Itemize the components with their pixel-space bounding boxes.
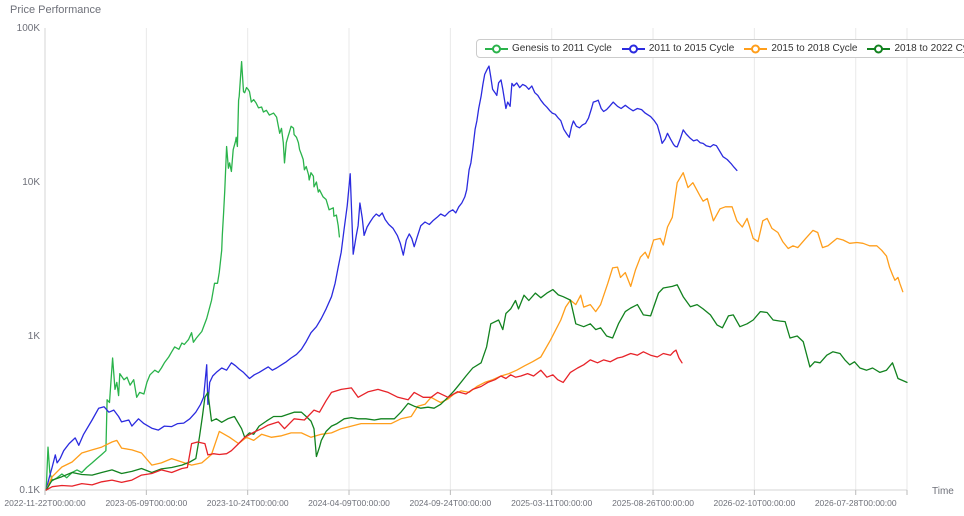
y-axis-tick-label: 100K <box>17 23 41 34</box>
legend-line-circle-icon <box>621 44 645 53</box>
legend-line-circle-icon <box>867 44 891 53</box>
legend-line-circle-icon <box>744 44 768 53</box>
x-axis-tick-label: 2024-09-24T00:00:00 <box>409 498 491 508</box>
x-axis-tick-label: 2023-10-24T00:00:00 <box>207 498 289 508</box>
legend-item-2011-to-2015-cycle[interactable]: 2011 to 2015 Cycle <box>621 43 735 54</box>
x-axis-tick-label: 2025-03-11T00:00:00 <box>511 498 592 508</box>
x-axis-tick-label: 2026-02-10T00:00:00 <box>714 498 796 508</box>
y-axis-tick-label: 0.1K <box>19 485 40 496</box>
y-axis-tick-label: 10K <box>22 177 40 188</box>
x-axis-tick-label: 2026-07-28T00:00:00 <box>815 498 897 508</box>
x-axis-tick-label: 2022-11-22T00:00:00 <box>4 498 85 508</box>
legend-item-2018-to-2022-cycle[interactable]: 2018 to 2022 Cycle <box>867 43 964 54</box>
legend-label: 2015 to 2018 Cycle <box>771 43 858 54</box>
legend: Genesis to 2011 Cycle 2011 to 2015 Cycle 2… <box>476 39 964 58</box>
x-axis-tick-label: 2024-04-09T00:00:00 <box>308 498 390 508</box>
series-line-genesis-to-2011-cycle <box>45 60 341 491</box>
legend-label: Genesis to 2011 Cycle <box>512 43 612 54</box>
series-line-2022-cycle- <box>45 349 683 491</box>
legend-item-genesis-to-2011-cycle[interactable]: Genesis to 2011 Cycle <box>485 43 612 54</box>
legend-label: 2011 to 2015 Cycle <box>648 43 735 54</box>
x-axis-name: Time <box>932 486 954 497</box>
y-axis-tick-label: 1K <box>28 331 41 342</box>
legend-line-circle-icon <box>485 44 508 53</box>
x-axis-tick-label: 2023-05-09T00:00:00 <box>105 498 187 508</box>
x-axis-tick-label: 2025-08-26T00:00:00 <box>612 498 694 508</box>
series-line-2015-to-2018-cycle <box>45 172 904 491</box>
legend-item-2015-to-2018-cycle[interactable]: 2015 to 2018 Cycle <box>744 43 857 54</box>
y-axis-title: Price Performance <box>10 4 102 16</box>
series-line-2011-to-2015-cycle <box>45 65 738 491</box>
legend-label: 2018 to 2022 Cycle <box>894 43 964 54</box>
series-line-2018-to-2022-cycle <box>45 284 908 491</box>
